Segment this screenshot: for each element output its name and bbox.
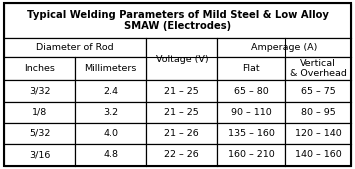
Bar bbox=[75, 123, 146, 144]
Bar bbox=[146, 80, 217, 102]
Bar bbox=[146, 123, 217, 144]
Text: 4.8: 4.8 bbox=[103, 151, 118, 160]
Bar bbox=[4, 80, 75, 102]
Text: 4.0: 4.0 bbox=[103, 129, 118, 138]
Text: 120 – 140: 120 – 140 bbox=[295, 129, 342, 138]
Bar bbox=[4, 3, 351, 38]
Bar bbox=[217, 57, 285, 80]
Text: 1/8: 1/8 bbox=[32, 108, 47, 117]
Text: 5/32: 5/32 bbox=[29, 129, 50, 138]
Bar bbox=[4, 123, 75, 144]
Text: 90 – 110: 90 – 110 bbox=[231, 108, 272, 117]
Bar bbox=[285, 144, 351, 166]
Text: 80 – 95: 80 – 95 bbox=[301, 108, 335, 117]
Bar bbox=[217, 102, 285, 123]
Text: 21 – 25: 21 – 25 bbox=[164, 108, 199, 117]
Text: 65 – 75: 65 – 75 bbox=[301, 87, 335, 95]
Text: 65 – 80: 65 – 80 bbox=[234, 87, 269, 95]
Bar bbox=[217, 144, 285, 166]
Bar bbox=[75, 57, 146, 80]
Text: Typical Welding Parameters of Mild Steel & Low Alloy
SMAW (Electrodes): Typical Welding Parameters of Mild Steel… bbox=[27, 10, 328, 31]
Text: 140 – 160: 140 – 160 bbox=[295, 151, 342, 160]
Bar bbox=[75, 144, 146, 166]
Text: 21 – 25: 21 – 25 bbox=[164, 87, 199, 95]
Text: 22 – 26: 22 – 26 bbox=[164, 151, 199, 160]
Bar bbox=[75, 102, 146, 123]
Text: 135 – 160: 135 – 160 bbox=[228, 129, 275, 138]
Bar bbox=[4, 144, 75, 166]
Text: 3/32: 3/32 bbox=[29, 87, 50, 95]
Text: 3.2: 3.2 bbox=[103, 108, 118, 117]
Text: Millimeters: Millimeters bbox=[84, 64, 137, 73]
Bar bbox=[217, 80, 285, 102]
Bar bbox=[146, 144, 217, 166]
Bar bbox=[285, 102, 351, 123]
Bar bbox=[75, 80, 146, 102]
Bar bbox=[4, 38, 146, 57]
Text: Vertical
& Overhead: Vertical & Overhead bbox=[290, 59, 346, 78]
Bar bbox=[285, 123, 351, 144]
Bar bbox=[285, 80, 351, 102]
Bar bbox=[4, 57, 75, 80]
Bar bbox=[146, 102, 217, 123]
Text: Inches: Inches bbox=[24, 64, 55, 73]
Bar bbox=[285, 57, 351, 80]
Text: Amperage (A): Amperage (A) bbox=[251, 43, 317, 52]
Text: Voltage (V): Voltage (V) bbox=[155, 55, 208, 64]
Text: 160 – 210: 160 – 210 bbox=[228, 151, 275, 160]
Bar bbox=[217, 38, 351, 57]
Bar bbox=[146, 38, 217, 80]
Text: 3/16: 3/16 bbox=[29, 151, 50, 160]
Text: Flat: Flat bbox=[242, 64, 260, 73]
Text: 21 – 26: 21 – 26 bbox=[164, 129, 199, 138]
Bar bbox=[4, 102, 75, 123]
Bar bbox=[217, 123, 285, 144]
Text: 2.4: 2.4 bbox=[103, 87, 118, 95]
Text: Diameter of Rod: Diameter of Rod bbox=[36, 43, 114, 52]
